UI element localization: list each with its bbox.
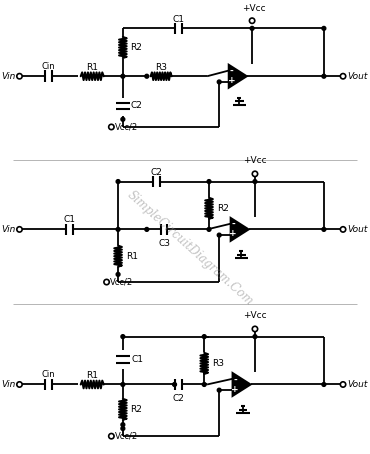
Text: -: - (233, 375, 237, 385)
Circle shape (145, 74, 149, 78)
Circle shape (322, 227, 326, 231)
Circle shape (202, 335, 206, 339)
Circle shape (202, 383, 206, 386)
Text: Vcc/2: Vcc/2 (115, 123, 138, 132)
Circle shape (121, 423, 125, 427)
Circle shape (116, 227, 120, 231)
Polygon shape (231, 218, 249, 241)
Text: Vcc/2: Vcc/2 (110, 277, 134, 286)
Text: C1: C1 (63, 215, 75, 224)
Text: C1: C1 (131, 355, 144, 364)
Circle shape (145, 227, 149, 231)
Circle shape (322, 26, 326, 30)
Text: R1: R1 (86, 371, 98, 380)
Circle shape (253, 180, 257, 183)
Circle shape (207, 227, 211, 231)
Circle shape (250, 26, 254, 30)
Text: Vcc/2: Vcc/2 (115, 432, 138, 441)
Text: +Vcc: +Vcc (243, 311, 267, 321)
Text: Vin: Vin (1, 380, 16, 389)
Circle shape (116, 180, 120, 183)
Text: +: + (229, 229, 237, 238)
Text: R2: R2 (131, 405, 142, 414)
Circle shape (121, 335, 125, 339)
Text: C2: C2 (151, 168, 162, 178)
Circle shape (207, 180, 211, 183)
Text: R1: R1 (126, 252, 138, 261)
Circle shape (116, 272, 120, 276)
Polygon shape (229, 65, 247, 88)
Text: C3: C3 (158, 239, 170, 248)
Text: +Vcc: +Vcc (242, 4, 266, 13)
Text: R3: R3 (212, 359, 224, 368)
Circle shape (217, 388, 221, 392)
Text: -: - (231, 220, 235, 229)
Text: +Vcc: +Vcc (243, 156, 267, 165)
Text: +: + (231, 385, 239, 394)
Text: Vout: Vout (347, 380, 367, 389)
Circle shape (121, 118, 125, 121)
Text: R3: R3 (155, 63, 167, 72)
Text: Cin: Cin (41, 62, 55, 71)
Circle shape (217, 233, 221, 237)
Text: R2: R2 (131, 43, 142, 52)
Circle shape (322, 383, 326, 386)
Circle shape (121, 383, 125, 386)
Text: Vout: Vout (347, 72, 367, 81)
Text: Vout: Vout (347, 225, 367, 234)
Circle shape (253, 335, 257, 339)
Text: C1: C1 (172, 15, 184, 24)
Text: Cin: Cin (41, 370, 55, 380)
Text: -: - (229, 67, 233, 76)
Polygon shape (233, 373, 250, 396)
Text: R1: R1 (86, 63, 98, 72)
Text: +: + (228, 76, 235, 85)
Circle shape (217, 80, 221, 84)
Text: Vin: Vin (1, 225, 16, 234)
Circle shape (121, 74, 125, 78)
Text: C2: C2 (131, 101, 142, 110)
Circle shape (173, 383, 176, 386)
Circle shape (121, 427, 125, 430)
Text: R2: R2 (217, 204, 229, 213)
Text: C2: C2 (172, 394, 184, 403)
Circle shape (322, 74, 326, 78)
Text: Vin: Vin (1, 72, 16, 81)
Text: SimpleCircuitDiagram.Com: SimpleCircuitDiagram.Com (124, 188, 255, 308)
